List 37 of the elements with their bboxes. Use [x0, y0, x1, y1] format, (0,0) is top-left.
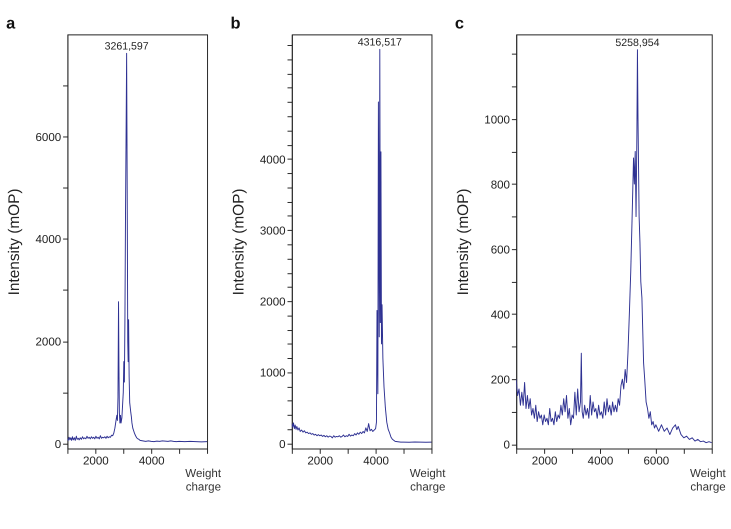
x-tick-label: 4000 [363, 455, 389, 468]
x-tick-label: 6000 [644, 455, 670, 468]
x-tick-label: 2000 [307, 455, 334, 468]
y-axis-title: Intensity (mOP) [230, 188, 248, 296]
x-tick-label: 4000 [138, 455, 165, 468]
x-tick-label: 2000 [532, 455, 558, 468]
x-tick-label: 2000 [82, 455, 109, 468]
chart-title: a [6, 14, 16, 33]
x-axis-title: Weight charge [690, 468, 726, 494]
line-series [292, 48, 432, 443]
y-tick-label: 0 [279, 438, 286, 451]
x-axis-title: Weight charge [410, 468, 446, 494]
line-series [516, 49, 712, 444]
y-tick-label: 4000 [35, 234, 62, 246]
y-axis-title: Intensity (mOP) [6, 188, 24, 296]
annotation: 3261,597 [104, 40, 149, 52]
y-tick-label: 0 [54, 438, 62, 451]
y-tick-label: 400 [490, 310, 510, 322]
chart-title: b [230, 14, 240, 33]
chart-title: c [454, 14, 464, 33]
y-tick-label: 4000 [260, 154, 286, 166]
annotation: 5258,954 [615, 36, 660, 49]
y-tick-label: 2000 [35, 336, 62, 348]
y-tick-label: 1000 [484, 114, 510, 126]
x-tick-label: 4000 [588, 455, 614, 468]
line-series [67, 52, 208, 442]
y-tick-label: 0 [504, 440, 510, 452]
y-tick-label: 800 [490, 179, 510, 192]
x-axis-title: Weight charge [185, 468, 222, 494]
y-tick-label: 3000 [260, 225, 286, 238]
y-tick-label: 600 [490, 244, 510, 256]
y-tick-label: 2000 [260, 296, 286, 309]
y-tick-label: 1000 [260, 368, 286, 380]
y-axis-title: Intensity (mOP) [454, 188, 472, 296]
y-tick-label: 200 [490, 374, 510, 387]
y-tick-label: 6000 [35, 132, 62, 144]
annotation: 4316,517 [358, 36, 402, 48]
